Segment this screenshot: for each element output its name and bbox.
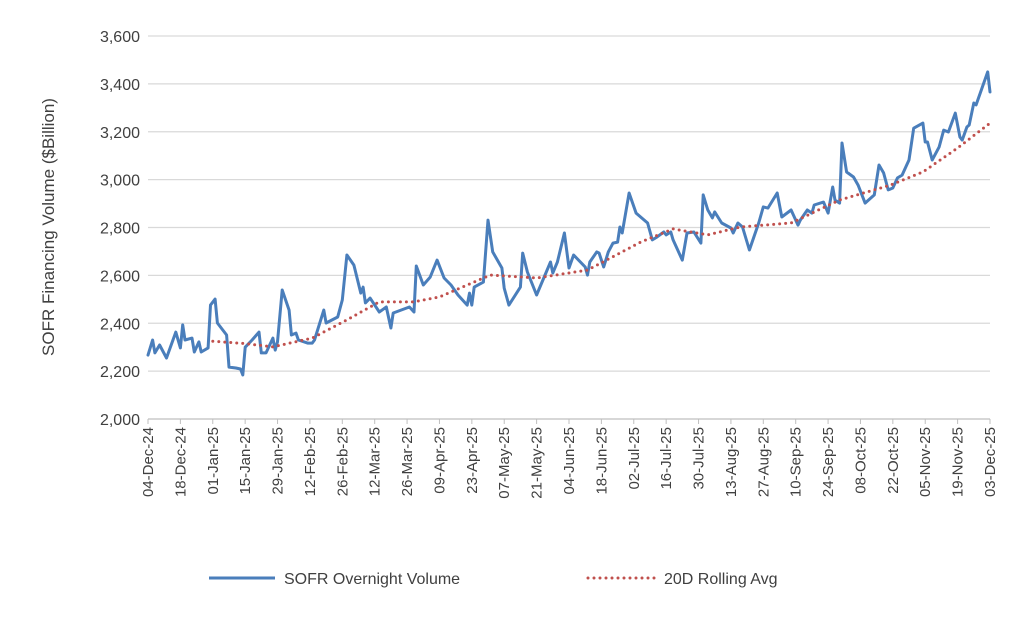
x-tick-label: 29-Jan-25 bbox=[270, 427, 287, 495]
x-tick-label: 08-Oct-25 bbox=[852, 427, 869, 494]
x-tick-label: 15-Jan-25 bbox=[237, 427, 254, 495]
y-tick-label: 2,600 bbox=[100, 268, 140, 285]
x-tick-label: 16-Jul-25 bbox=[658, 427, 675, 490]
legend: SOFR Overnight Volume 20D Rolling Avg bbox=[209, 571, 778, 588]
x-tick-label: 04-Jun-25 bbox=[561, 427, 578, 495]
x-tick-label: 05-Nov-25 bbox=[917, 427, 934, 497]
legend-label-sofr-volume: SOFR Overnight Volume bbox=[284, 571, 460, 588]
x-tick-label: 12-Feb-25 bbox=[302, 427, 319, 496]
y-tick-label: 2,200 bbox=[100, 364, 140, 381]
x-tick-label: 27-Aug-25 bbox=[755, 427, 772, 497]
series-layer bbox=[146, 70, 992, 377]
y-tick-label: 3,400 bbox=[100, 77, 140, 94]
y-axis-ticks: 2,000 2,200 2,400 2,600 2,800 3,000 3,200 3,400… bbox=[100, 29, 140, 429]
y-tick-label: 2,800 bbox=[100, 221, 140, 238]
x-tick-label: 26-Feb-25 bbox=[334, 427, 351, 496]
x-tick-label: 01-Jan-25 bbox=[205, 427, 222, 495]
y-axis-label: SOFR Financing Volume ($Billion) bbox=[39, 98, 58, 356]
x-tick-label: 03-Dec-25 bbox=[982, 427, 999, 497]
y-tick-label: 2,000 bbox=[100, 412, 140, 429]
x-tick-label: 30-Jul-25 bbox=[691, 427, 708, 490]
x-tick-label: 18-Jun-25 bbox=[593, 427, 610, 495]
x-tick-label: 12-Mar-25 bbox=[367, 427, 384, 496]
series-line-rolling-avg bbox=[211, 121, 992, 349]
x-axis: 04-Dec-24 18-Dec-24 01-Jan-25 15-Jan-25 29-J… bbox=[140, 418, 999, 499]
x-tick-label: 24-Sep-25 bbox=[820, 427, 837, 497]
x-tick-label: 07-May-25 bbox=[496, 427, 513, 499]
x-tick-label: 23-Apr-25 bbox=[464, 427, 481, 494]
x-tick-label: 04-Dec-24 bbox=[140, 427, 157, 497]
x-tick-label: 26-Mar-25 bbox=[399, 427, 416, 496]
x-tick-label: 18-Dec-24 bbox=[172, 427, 189, 497]
gridlines bbox=[148, 35, 990, 372]
x-tick-label: 13-Aug-25 bbox=[723, 427, 740, 497]
legend-label-rolling-avg: 20D Rolling Avg bbox=[664, 571, 778, 588]
y-tick-label: 2,400 bbox=[100, 316, 140, 333]
x-tick-label: 10-Sep-25 bbox=[788, 427, 805, 497]
x-tick-label: 09-Apr-25 bbox=[431, 427, 448, 494]
x-tick-label: 21-May-25 bbox=[529, 427, 546, 499]
x-tick-label: 02-Jul-25 bbox=[626, 427, 643, 490]
x-tick-label: 22-Oct-25 bbox=[885, 427, 902, 494]
series-line-sofr-volume bbox=[146, 70, 992, 377]
x-tick-label: 19-Nov-25 bbox=[950, 427, 967, 497]
y-tick-label: 3,000 bbox=[100, 173, 140, 190]
y-tick-label: 3,600 bbox=[100, 29, 140, 46]
y-tick-label: 3,200 bbox=[100, 125, 140, 142]
